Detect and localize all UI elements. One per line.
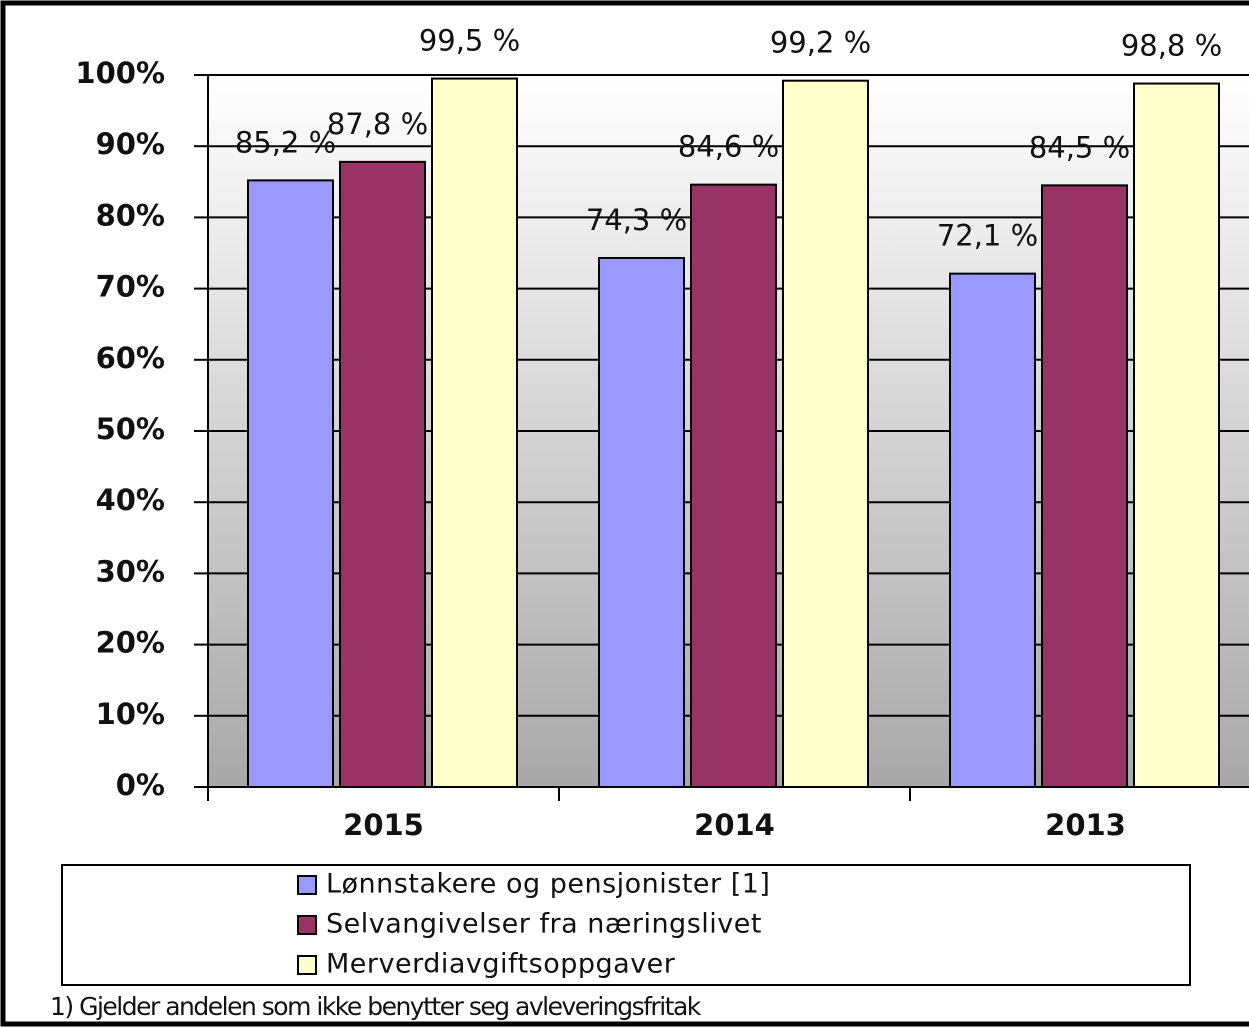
y-tick-label: 90% — [96, 127, 165, 161]
y-tick-label: 0% — [116, 768, 165, 802]
bar — [339, 160, 426, 788]
value-label: 87,8 % — [327, 107, 428, 141]
legend-swatch — [297, 955, 317, 975]
value-label: 85,2 % — [235, 125, 336, 159]
value-label: 84,5 % — [1029, 130, 1130, 164]
bar — [431, 77, 518, 788]
value-label: 84,6 % — [678, 130, 779, 164]
legend-label: Lønnstakere og pensjonister [1] — [326, 869, 770, 900]
x-tick-label: 2014 — [694, 808, 775, 842]
value-label: 98,8 % — [1121, 29, 1222, 63]
y-tick-label: 80% — [96, 198, 165, 232]
y-tick-label: 50% — [96, 412, 165, 446]
value-label: 99,5 % — [419, 24, 520, 58]
footnote: 1) Gjelder andelen som ikke benytter seg… — [50, 992, 702, 1021]
y-tick-label: 30% — [96, 554, 165, 588]
bar — [247, 179, 334, 789]
bar — [782, 79, 869, 789]
y-tick-label: 40% — [96, 483, 165, 517]
x-tick-label: 2013 — [1045, 808, 1126, 842]
bar — [598, 256, 685, 788]
legend-box — [61, 864, 1191, 986]
bar — [1041, 184, 1128, 789]
bar — [949, 272, 1036, 788]
value-label: 72,1 % — [937, 219, 1038, 253]
y-tick-label: 10% — [96, 697, 165, 731]
legend-swatch — [297, 875, 317, 895]
bar — [1133, 82, 1220, 788]
y-tick-label: 60% — [96, 341, 165, 375]
value-label: 99,2 % — [770, 26, 871, 60]
value-label: 74,3 % — [586, 203, 687, 237]
y-tick-label: 100% — [75, 56, 165, 90]
y-tick-label: 70% — [96, 270, 165, 304]
x-tick-label: 2015 — [343, 808, 424, 842]
bar — [690, 183, 777, 788]
legend-label: Merverdiavgiftsoppgaver — [326, 949, 676, 980]
legend-swatch — [297, 915, 317, 935]
legend-label: Selvangivelser fra næringslivet — [326, 909, 762, 940]
y-tick-label: 20% — [96, 626, 165, 660]
